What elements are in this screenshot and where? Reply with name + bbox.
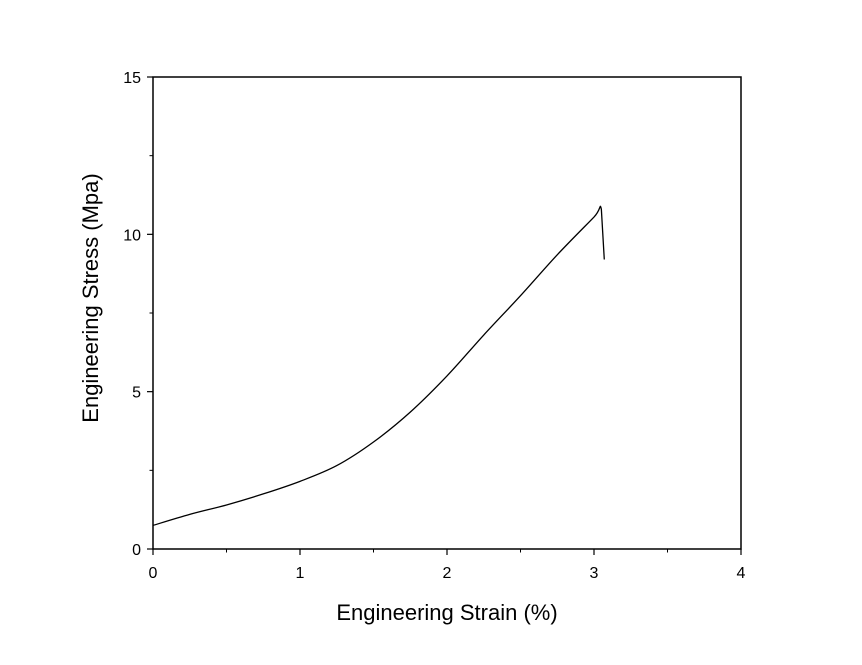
data-point	[226, 504, 227, 505]
data-point	[593, 216, 594, 217]
data-point	[410, 412, 411, 413]
y-axis-title: Engineering Stress (Mpa)	[78, 173, 103, 422]
data-point	[483, 334, 484, 335]
data-point	[336, 465, 337, 466]
series-line	[152, 205, 605, 527]
data-point	[152, 525, 153, 526]
x-axis-title: Engineering Strain (%)	[336, 600, 557, 625]
x-tick-label: 0	[149, 565, 158, 582]
y-tick-label: 10	[123, 227, 141, 244]
data-point	[189, 514, 190, 515]
data-point	[446, 375, 447, 376]
data-point	[557, 254, 558, 255]
data-point	[601, 209, 602, 210]
x-tick-label: 4	[737, 565, 746, 582]
x-tick-label: 1	[296, 565, 305, 582]
y-tick-label: 15	[123, 70, 141, 87]
data-point	[520, 295, 521, 296]
series-layer	[152, 205, 605, 527]
data-point	[299, 481, 300, 482]
x-tick-label: 2	[443, 565, 452, 582]
data-point	[263, 493, 264, 494]
data-point	[373, 441, 374, 442]
data-point	[604, 259, 605, 260]
x-tick-label: 3	[590, 565, 599, 582]
ticks-layer: 0 1 2 3 4 0 5 10 15	[123, 70, 745, 582]
y-tick-label: 5	[132, 385, 141, 402]
plot-frame	[152, 76, 742, 550]
y-tick-label: 0	[132, 542, 141, 559]
